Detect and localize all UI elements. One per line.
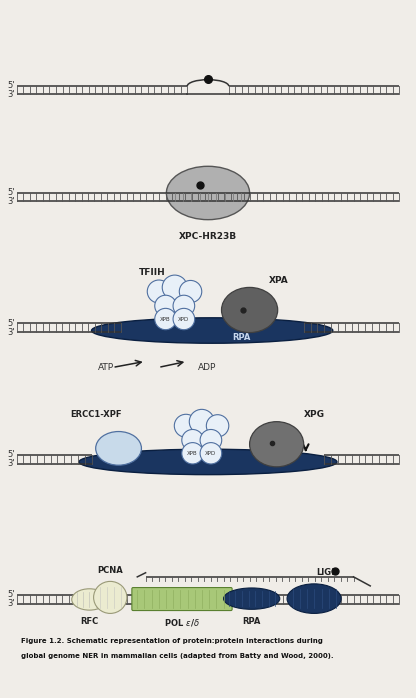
Text: XPB: XPB bbox=[187, 451, 198, 456]
Circle shape bbox=[174, 415, 198, 437]
Text: XPD: XPD bbox=[178, 316, 190, 322]
Text: 3': 3' bbox=[7, 327, 15, 336]
Text: XPB: XPB bbox=[160, 316, 171, 322]
Text: 3': 3' bbox=[7, 197, 15, 206]
Text: TFIIH: TFIIH bbox=[139, 268, 165, 277]
Text: PCNA: PCNA bbox=[97, 566, 123, 575]
Text: XPA: XPA bbox=[269, 276, 289, 285]
Circle shape bbox=[155, 309, 176, 329]
Circle shape bbox=[155, 295, 176, 317]
Ellipse shape bbox=[250, 422, 304, 467]
Ellipse shape bbox=[224, 588, 280, 609]
Text: Figure 1.2. Schematic representation of protein:protein interactions during: Figure 1.2. Schematic representation of … bbox=[21, 639, 323, 644]
Circle shape bbox=[173, 295, 195, 317]
Text: 5': 5' bbox=[7, 318, 15, 327]
Ellipse shape bbox=[96, 431, 141, 465]
Text: RPA: RPA bbox=[243, 617, 261, 625]
Text: 5': 5' bbox=[7, 450, 15, 459]
Ellipse shape bbox=[92, 318, 333, 343]
Text: 3': 3' bbox=[7, 600, 15, 609]
Ellipse shape bbox=[222, 288, 278, 332]
Text: ATP: ATP bbox=[98, 363, 114, 372]
Text: 3': 3' bbox=[7, 90, 15, 99]
Circle shape bbox=[182, 429, 203, 451]
Circle shape bbox=[173, 309, 195, 329]
Text: global genome NER in mammalian cells (adapted from Batty and Wood, 2000).: global genome NER in mammalian cells (ad… bbox=[21, 653, 334, 659]
Text: ADP: ADP bbox=[198, 363, 216, 372]
Text: RPA: RPA bbox=[232, 333, 250, 342]
Ellipse shape bbox=[72, 589, 107, 610]
Circle shape bbox=[189, 409, 214, 434]
Text: XPD: XPD bbox=[205, 451, 217, 456]
Text: 5': 5' bbox=[7, 591, 15, 600]
Text: 5': 5' bbox=[7, 81, 15, 90]
Text: XPC-HR23B: XPC-HR23B bbox=[179, 232, 237, 241]
Circle shape bbox=[206, 415, 229, 437]
Circle shape bbox=[200, 443, 222, 464]
Circle shape bbox=[179, 281, 202, 303]
Circle shape bbox=[162, 275, 187, 299]
Ellipse shape bbox=[166, 166, 250, 220]
Text: 5': 5' bbox=[7, 188, 15, 197]
Text: 3': 3' bbox=[7, 459, 15, 468]
Ellipse shape bbox=[79, 450, 337, 475]
Circle shape bbox=[182, 443, 203, 464]
Text: RFC: RFC bbox=[80, 617, 99, 625]
Text: XPG: XPG bbox=[304, 410, 324, 419]
Text: ERCC1-XPF: ERCC1-XPF bbox=[70, 410, 121, 419]
Circle shape bbox=[147, 280, 171, 303]
Circle shape bbox=[200, 429, 222, 451]
FancyBboxPatch shape bbox=[132, 588, 232, 611]
Text: LIG1: LIG1 bbox=[316, 568, 337, 577]
Ellipse shape bbox=[94, 581, 127, 614]
Ellipse shape bbox=[287, 584, 341, 614]
Text: POL $\varepsilon$/$\delta$: POL $\varepsilon$/$\delta$ bbox=[164, 617, 200, 628]
